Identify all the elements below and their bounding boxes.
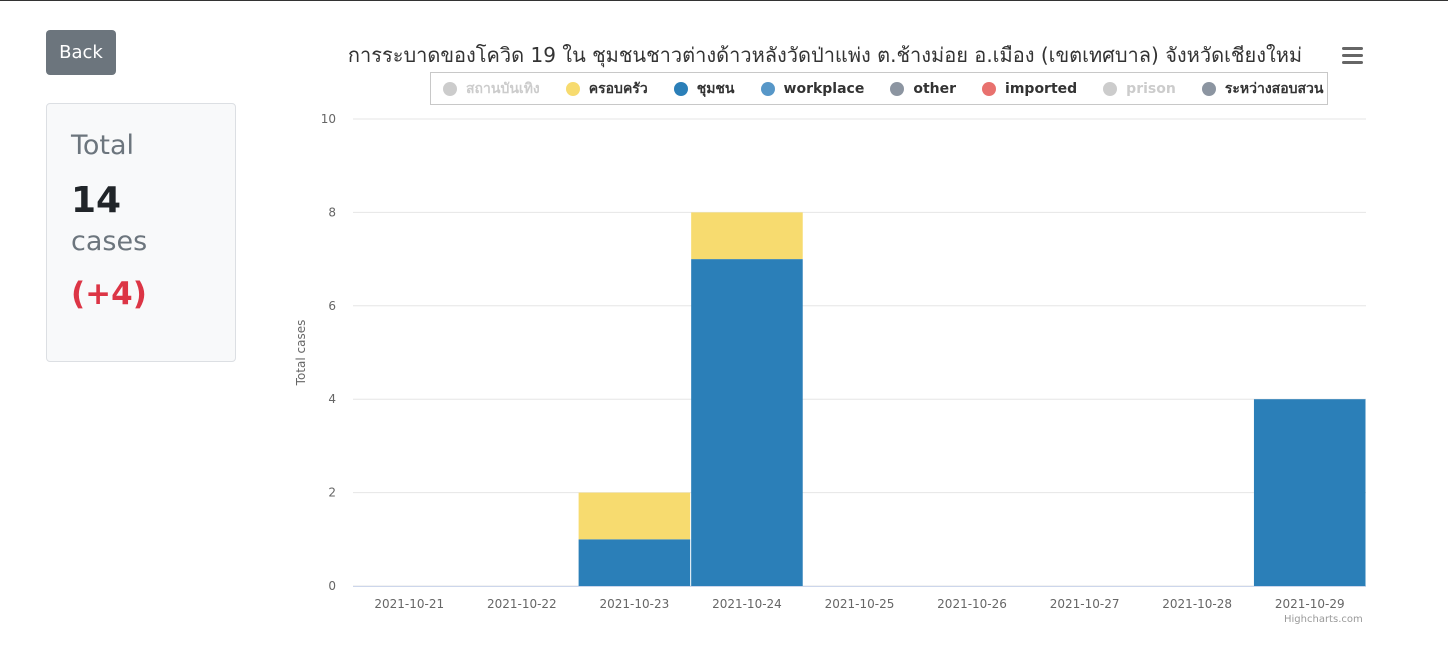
bar-2-series-1 — [578, 492, 691, 540]
y-tick-label: 10 — [321, 112, 336, 126]
x-tick-label: 2021-10-22 — [487, 597, 557, 611]
hamburger-menu-icon[interactable] — [1342, 47, 1363, 64]
x-tick-label: 2021-10-21 — [374, 597, 444, 611]
legend-item-7[interactable]: ระหว่างสอบสวน — [1201, 78, 1324, 100]
legend-item-3[interactable]: workplace — [760, 80, 865, 97]
total-cases-card: Total 14 cases (+4) — [46, 103, 236, 362]
y-tick-label: 2 — [328, 486, 336, 500]
chart-title: การระบาดของโควิด 19 ใน ชุมชนชาวต่างด้าวห… — [347, 43, 1303, 67]
y-tick-label: 4 — [328, 392, 336, 406]
legend-marker-icon — [1201, 81, 1216, 96]
highcharts-credits[interactable]: Highcharts.com — [1284, 614, 1363, 625]
legend-item-4[interactable]: other — [890, 81, 956, 97]
legend-label: ชุมชน — [696, 80, 735, 97]
bar-3-series-1 — [691, 212, 803, 260]
legend-marker-icon — [673, 81, 688, 96]
bar-3-series-2 — [691, 259, 803, 586]
legend-label: ครอบครัว — [588, 80, 648, 97]
x-tick-label: 2021-10-23 — [600, 597, 670, 611]
legend-label: workplace — [783, 80, 865, 97]
y-tick-label: 6 — [328, 299, 336, 313]
legend-item-1[interactable]: ครอบครัว — [565, 78, 648, 100]
legend-item-6[interactable]: prison — [1103, 81, 1176, 97]
legend-label: imported — [1005, 80, 1078, 97]
bar-2-series-2 — [578, 539, 691, 586]
x-tick-label: 2021-10-29 — [1275, 597, 1345, 611]
legend-item-0[interactable]: สถานบันเทิง — [443, 78, 540, 100]
total-unit: cases — [71, 226, 148, 257]
x-tick-label: 2021-10-25 — [825, 597, 895, 611]
bar-8-series-2 — [1253, 399, 1366, 586]
legend-item-5[interactable]: imported — [982, 81, 1077, 97]
legend-label: other — [913, 80, 957, 97]
legend-marker-icon — [565, 81, 580, 96]
x-tick-label: 2021-10-24 — [712, 597, 782, 611]
y-tick-label: 0 — [328, 579, 336, 593]
legend-label: ระหว่างสอบสวน — [1224, 80, 1324, 97]
back-button[interactable]: Back — [46, 30, 116, 75]
x-tick-label: 2021-10-28 — [1162, 597, 1232, 611]
chart-legend: สถานบันเทิง ครอบครัว ชุมชน workplace other im… — [430, 72, 1328, 105]
legend-marker-icon — [443, 81, 457, 96]
y-axis-title: Total cases — [294, 320, 308, 387]
total-label: Total — [71, 130, 135, 161]
legend-item-2[interactable]: ชุมชน — [673, 78, 735, 100]
total-count: 14 — [71, 180, 122, 221]
legend-marker-icon — [890, 81, 905, 96]
x-tick-label: 2021-10-27 — [1050, 597, 1120, 611]
legend-marker-icon — [982, 81, 997, 96]
legend-label: สถานบันเทิง — [466, 80, 540, 97]
x-tick-label: 2021-10-26 — [937, 597, 1007, 611]
legend-marker-icon — [1103, 81, 1118, 96]
legend-label: prison — [1126, 80, 1176, 97]
y-tick-label: 8 — [328, 205, 336, 219]
legend-marker-icon — [760, 81, 775, 96]
total-delta: (+4) — [71, 276, 147, 312]
